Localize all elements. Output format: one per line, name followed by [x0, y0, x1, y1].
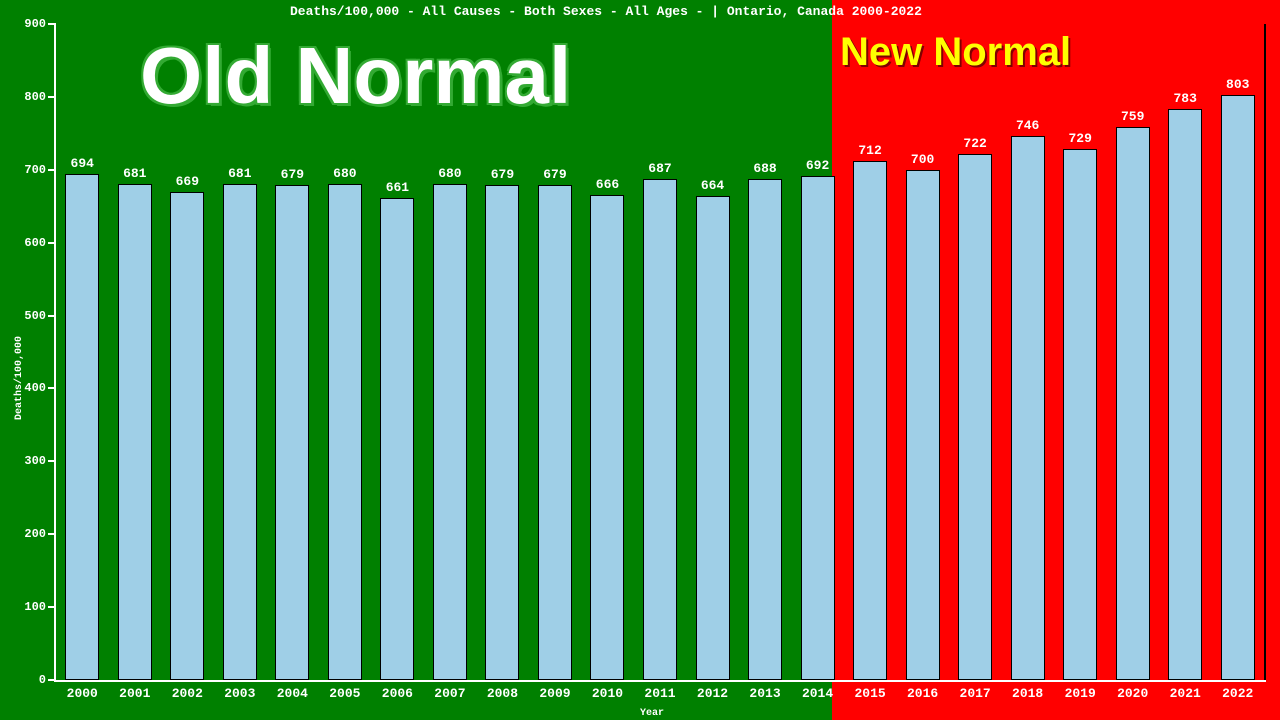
- ytick-label: 700: [24, 163, 46, 177]
- bar-value-label: 680: [333, 166, 356, 181]
- y-axis-line: [54, 24, 56, 680]
- ytick-mark: [48, 679, 56, 681]
- ytick-label: 600: [24, 236, 46, 250]
- bar: [1063, 149, 1097, 680]
- ytick-label: 0: [39, 673, 46, 687]
- bar-value-label: 712: [858, 143, 881, 158]
- xtick-label: 2011: [644, 686, 675, 701]
- ytick-mark: [48, 23, 56, 25]
- bar: [118, 184, 152, 680]
- ytick-mark: [48, 96, 56, 98]
- bar: [538, 185, 572, 680]
- background-right: [832, 0, 1280, 720]
- bar: [1168, 109, 1202, 680]
- xtick-label: 2013: [749, 686, 780, 701]
- bar: [696, 196, 730, 680]
- bar: [748, 179, 782, 680]
- xtick-label: 2005: [329, 686, 360, 701]
- xtick-label: 2009: [539, 686, 570, 701]
- y-axis-label: Deaths/100,000: [14, 336, 25, 420]
- x-axis-line: [54, 680, 1266, 682]
- xtick-label: 2018: [1012, 686, 1043, 701]
- bar-value-label: 661: [386, 180, 409, 195]
- bar-value-label: 679: [543, 167, 566, 182]
- bar: [275, 185, 309, 680]
- bar-value-label: 746: [1016, 118, 1039, 133]
- bar: [170, 192, 204, 680]
- bar-value-label: 700: [911, 152, 934, 167]
- xtick-label: 2010: [592, 686, 623, 701]
- ytick-mark: [48, 387, 56, 389]
- ytick-mark: [48, 533, 56, 535]
- ytick-mark: [48, 315, 56, 317]
- bar: [1116, 127, 1150, 680]
- bar-value-label: 664: [701, 178, 724, 193]
- bar-value-label: 679: [491, 167, 514, 182]
- xtick-label: 2019: [1065, 686, 1096, 701]
- overlay-new-normal: New Normal: [840, 30, 1071, 75]
- bar: [433, 184, 467, 680]
- x-axis-label: Year: [640, 708, 664, 719]
- bar-value-label: 722: [963, 136, 986, 151]
- xtick-label: 2012: [697, 686, 728, 701]
- bar: [65, 174, 99, 680]
- bar: [380, 198, 414, 680]
- ytick-mark: [48, 169, 56, 171]
- ytick-mark: [48, 606, 56, 608]
- bar-value-label: 688: [753, 161, 776, 176]
- bar: [906, 170, 940, 680]
- bar-value-label: 681: [123, 166, 146, 181]
- ytick-mark: [48, 460, 56, 462]
- xtick-label: 2006: [382, 686, 413, 701]
- bar-value-label: 783: [1174, 91, 1197, 106]
- right-border: [1264, 24, 1266, 680]
- ytick-label: 300: [24, 454, 46, 468]
- xtick-label: 2000: [67, 686, 98, 701]
- bar-value-label: 729: [1068, 131, 1091, 146]
- xtick-label: 2022: [1222, 686, 1253, 701]
- bar-value-label: 759: [1121, 109, 1144, 124]
- ytick-label: 100: [24, 600, 46, 614]
- xtick-label: 2004: [277, 686, 308, 701]
- bar-value-label: 681: [228, 166, 251, 181]
- bar-value-label: 680: [438, 166, 461, 181]
- ytick-mark: [48, 242, 56, 244]
- xtick-label: 2017: [960, 686, 991, 701]
- bar: [801, 176, 835, 680]
- bar-value-label: 694: [71, 156, 94, 171]
- bar: [485, 185, 519, 680]
- bar-value-label: 679: [281, 167, 304, 182]
- bar: [590, 195, 624, 680]
- bar: [643, 179, 677, 680]
- xtick-label: 2003: [224, 686, 255, 701]
- ytick-label: 800: [24, 90, 46, 104]
- bar-value-label: 803: [1226, 77, 1249, 92]
- bar: [328, 184, 362, 680]
- xtick-label: 2015: [854, 686, 885, 701]
- chart-canvas: Deaths/100,000 - All Causes - Both Sexes…: [0, 0, 1280, 720]
- bar-value-label: 666: [596, 177, 619, 192]
- xtick-label: 2002: [172, 686, 203, 701]
- bar: [958, 154, 992, 680]
- xtick-label: 2021: [1170, 686, 1201, 701]
- bar: [1221, 95, 1255, 680]
- bar: [1011, 136, 1045, 680]
- bar-value-label: 669: [176, 174, 199, 189]
- xtick-label: 2008: [487, 686, 518, 701]
- xtick-label: 2014: [802, 686, 833, 701]
- bar-value-label: 692: [806, 158, 829, 173]
- ytick-label: 900: [24, 17, 46, 31]
- ytick-label: 200: [24, 527, 46, 541]
- chart-title: Deaths/100,000 - All Causes - Both Sexes…: [290, 4, 922, 19]
- xtick-label: 2007: [434, 686, 465, 701]
- xtick-label: 2001: [119, 686, 150, 701]
- xtick-label: 2020: [1117, 686, 1148, 701]
- overlay-old-normal: Old Normal: [140, 30, 571, 122]
- ytick-label: 400: [24, 381, 46, 395]
- bar: [223, 184, 257, 680]
- bar: [853, 161, 887, 680]
- xtick-label: 2016: [907, 686, 938, 701]
- ytick-label: 500: [24, 309, 46, 323]
- bar-value-label: 687: [648, 161, 671, 176]
